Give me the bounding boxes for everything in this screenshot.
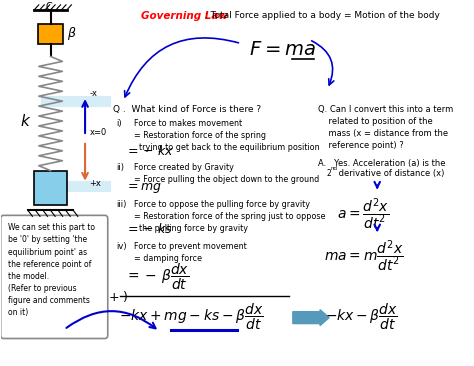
Text: $a = \dfrac{d^2x}{dt^2}$: $a = \dfrac{d^2x}{dt^2}$ [337, 197, 390, 232]
Text: ii): ii) [116, 163, 124, 172]
Text: Force to oppose the pulling force by gravity
= Restoration force of the spring j: Force to oppose the pulling force by gra… [134, 201, 326, 233]
FancyArrow shape [293, 310, 329, 326]
Text: derivative of distance (x): derivative of distance (x) [337, 169, 445, 178]
Text: We can set this part to
be '0' by setting 'the
equilibrium point' as
the referen: We can set this part to be '0' by settin… [8, 223, 95, 317]
Text: $= -\,kx$: $= -\,kx$ [125, 144, 174, 158]
Text: Governing Law: Governing Law [141, 11, 228, 21]
Text: 2: 2 [327, 169, 331, 178]
Text: Q. Can I convert this into a term
    related to position of the
    mass (x = d: Q. Can I convert this into a term relate… [318, 105, 454, 150]
Text: $-kx + mg - ks - \beta\dfrac{dx}{dt}$: $-kx + mg - ks - \beta\dfrac{dx}{dt}$ [118, 302, 263, 332]
Text: Force created by Gravity
= Force pulling the object down to the ground: Force created by Gravity = Force pulling… [134, 163, 319, 183]
Text: Q .  What kind of Force is there ?: Q . What kind of Force is there ? [113, 105, 261, 114]
Text: $= -\,ks$: $= -\,ks$ [125, 222, 173, 236]
Text: x=0: x=0 [90, 128, 107, 137]
Text: -x: -x [90, 89, 98, 98]
FancyBboxPatch shape [34, 171, 67, 205]
Text: $= mg$: $= mg$ [125, 180, 162, 195]
Text: Force to makes movement
= Restoration force of the spring
  trying to get back t: Force to makes movement = Restoration fo… [134, 119, 319, 152]
Text: $F = m\mathit{a}$: $F = m\mathit{a}$ [248, 40, 315, 59]
FancyBboxPatch shape [0, 215, 108, 339]
Text: A.   Yes. Acceleration (a) is the: A. Yes. Acceleration (a) is the [318, 159, 446, 168]
Text: i): i) [116, 119, 121, 128]
Text: $-kx - \beta\dfrac{dx}{dt}$: $-kx - \beta\dfrac{dx}{dt}$ [326, 302, 398, 332]
Text: : Total Force applied to a body = Motion of the body: : Total Force applied to a body = Motion… [202, 11, 440, 20]
Text: C: C [46, 2, 52, 12]
Text: iii): iii) [116, 201, 126, 209]
Text: $\beta$: $\beta$ [67, 25, 76, 42]
Text: $= -\,\beta\dfrac{dx}{dt}$: $= -\,\beta\dfrac{dx}{dt}$ [125, 262, 189, 292]
Text: +x: +x [90, 179, 101, 188]
Text: $ma = m\dfrac{d^2x}{dt^2}$: $ma = m\dfrac{d^2x}{dt^2}$ [324, 238, 403, 274]
Text: $k$: $k$ [19, 113, 31, 129]
Text: nd: nd [331, 166, 338, 171]
Text: Force to prevent movement
= damping force: Force to prevent movement = damping forc… [134, 242, 247, 263]
FancyBboxPatch shape [38, 24, 64, 44]
Text: $+$ ): $+$ ) [108, 289, 128, 304]
Text: iv): iv) [116, 242, 127, 251]
